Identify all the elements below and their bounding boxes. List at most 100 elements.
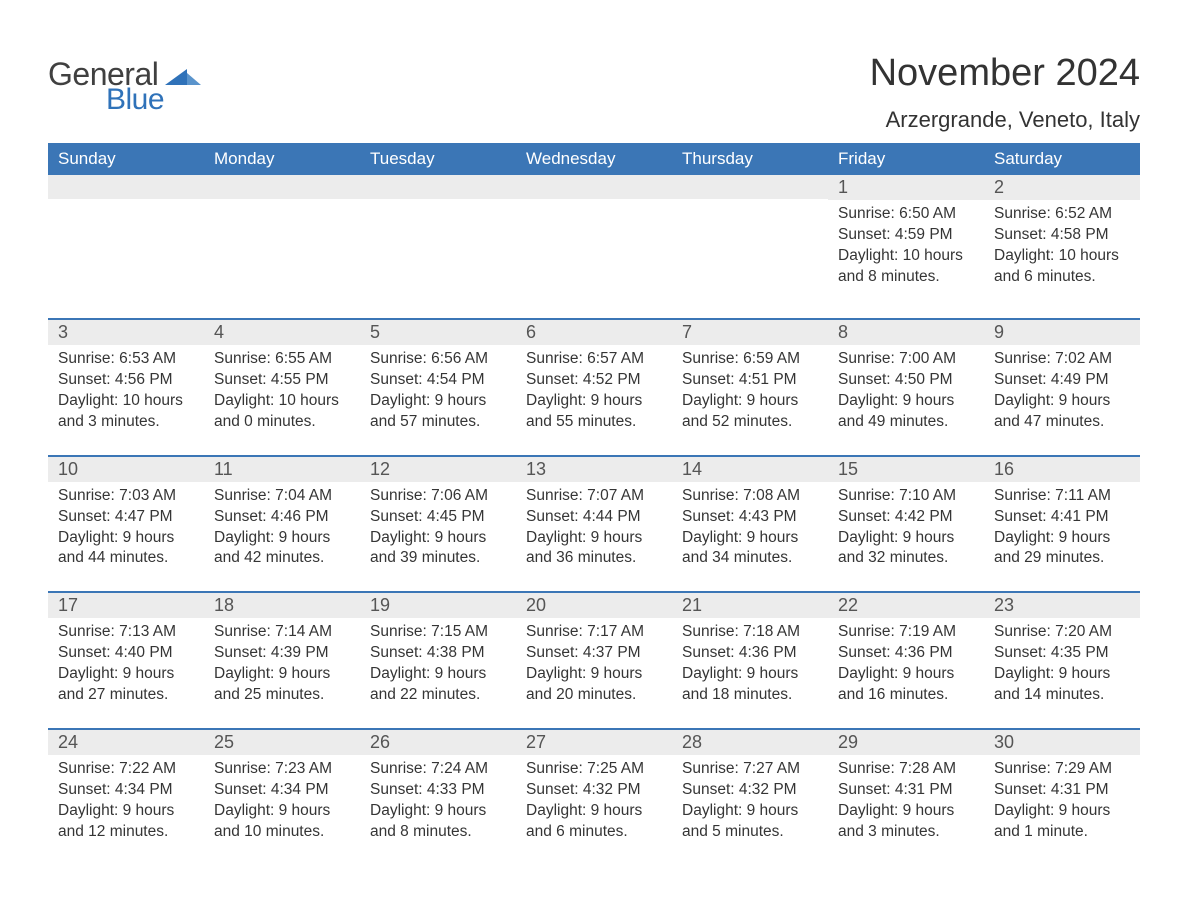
sunset-text: Sunset: 4:47 PM	[58, 507, 194, 528]
day-body: Sunrise: 7:14 AMSunset: 4:39 PMDaylight:…	[204, 618, 360, 710]
day-number	[672, 175, 828, 199]
weekday-sat: Saturday	[984, 143, 1140, 175]
day-number: 14	[672, 457, 828, 482]
week-row: 24Sunrise: 7:22 AMSunset: 4:34 PMDayligh…	[48, 728, 1140, 847]
day-number: 26	[360, 730, 516, 755]
day-body: Sunrise: 7:04 AMSunset: 4:46 PMDaylight:…	[204, 482, 360, 574]
sunset-text: Sunset: 4:31 PM	[994, 780, 1130, 801]
daylight-text: Daylight: 10 hours and 3 minutes.	[58, 391, 194, 433]
day-cell: 23Sunrise: 7:20 AMSunset: 4:35 PMDayligh…	[984, 593, 1140, 710]
sunrise-text: Sunrise: 7:03 AM	[58, 486, 194, 507]
day-cell: 19Sunrise: 7:15 AMSunset: 4:38 PMDayligh…	[360, 593, 516, 710]
day-body: Sunrise: 6:57 AMSunset: 4:52 PMDaylight:…	[516, 345, 672, 437]
daylight-text: Daylight: 9 hours and 25 minutes.	[214, 664, 350, 706]
weekday-sun: Sunday	[48, 143, 204, 175]
day-cell: 29Sunrise: 7:28 AMSunset: 4:31 PMDayligh…	[828, 730, 984, 847]
day-number	[48, 175, 204, 199]
day-number: 16	[984, 457, 1140, 482]
daylight-text: Daylight: 9 hours and 57 minutes.	[370, 391, 506, 433]
sunrise-text: Sunrise: 7:06 AM	[370, 486, 506, 507]
sunrise-text: Sunrise: 7:28 AM	[838, 759, 974, 780]
day-number: 3	[48, 320, 204, 345]
sunrise-text: Sunrise: 7:07 AM	[526, 486, 662, 507]
day-body	[204, 199, 360, 299]
daylight-text: Daylight: 9 hours and 52 minutes.	[682, 391, 818, 433]
daylight-text: Daylight: 9 hours and 55 minutes.	[526, 391, 662, 433]
daylight-text: Daylight: 9 hours and 1 minute.	[994, 801, 1130, 843]
day-body: Sunrise: 7:07 AMSunset: 4:44 PMDaylight:…	[516, 482, 672, 574]
daylight-text: Daylight: 10 hours and 6 minutes.	[994, 246, 1130, 288]
logo-text-block: General Blue	[48, 56, 201, 117]
sunrise-text: Sunrise: 6:50 AM	[838, 204, 974, 225]
day-body: Sunrise: 6:55 AMSunset: 4:55 PMDaylight:…	[204, 345, 360, 437]
day-cell: 2Sunrise: 6:52 AMSunset: 4:58 PMDaylight…	[984, 175, 1140, 300]
day-cell: 5Sunrise: 6:56 AMSunset: 4:54 PMDaylight…	[360, 320, 516, 437]
day-cell: 10Sunrise: 7:03 AMSunset: 4:47 PMDayligh…	[48, 457, 204, 574]
sunset-text: Sunset: 4:33 PM	[370, 780, 506, 801]
day-cell: 22Sunrise: 7:19 AMSunset: 4:36 PMDayligh…	[828, 593, 984, 710]
sunrise-text: Sunrise: 6:57 AM	[526, 349, 662, 370]
sunrise-text: Sunrise: 7:20 AM	[994, 622, 1130, 643]
sunset-text: Sunset: 4:32 PM	[526, 780, 662, 801]
day-number: 22	[828, 593, 984, 618]
day-number	[204, 175, 360, 199]
day-body: Sunrise: 7:02 AMSunset: 4:49 PMDaylight:…	[984, 345, 1140, 437]
sunrise-text: Sunrise: 7:13 AM	[58, 622, 194, 643]
daylight-text: Daylight: 9 hours and 10 minutes.	[214, 801, 350, 843]
day-body: Sunrise: 7:22 AMSunset: 4:34 PMDaylight:…	[48, 755, 204, 847]
day-number	[516, 175, 672, 199]
day-cell: 9Sunrise: 7:02 AMSunset: 4:49 PMDaylight…	[984, 320, 1140, 437]
day-number: 2	[984, 175, 1140, 200]
sunset-text: Sunset: 4:50 PM	[838, 370, 974, 391]
day-body: Sunrise: 7:00 AMSunset: 4:50 PMDaylight:…	[828, 345, 984, 437]
day-cell: 17Sunrise: 7:13 AMSunset: 4:40 PMDayligh…	[48, 593, 204, 710]
weekday-header: Sunday Monday Tuesday Wednesday Thursday…	[48, 143, 1140, 175]
day-number: 21	[672, 593, 828, 618]
day-cell: 1Sunrise: 6:50 AMSunset: 4:59 PMDaylight…	[828, 175, 984, 300]
day-cell: 27Sunrise: 7:25 AMSunset: 4:32 PMDayligh…	[516, 730, 672, 847]
day-cell: 24Sunrise: 7:22 AMSunset: 4:34 PMDayligh…	[48, 730, 204, 847]
calendar: Sunday Monday Tuesday Wednesday Thursday…	[48, 143, 1140, 847]
day-cell: 11Sunrise: 7:04 AMSunset: 4:46 PMDayligh…	[204, 457, 360, 574]
day-body: Sunrise: 7:27 AMSunset: 4:32 PMDaylight:…	[672, 755, 828, 847]
day-body: Sunrise: 6:59 AMSunset: 4:51 PMDaylight:…	[672, 345, 828, 437]
weekday-tue: Tuesday	[360, 143, 516, 175]
day-number: 15	[828, 457, 984, 482]
daylight-text: Daylight: 9 hours and 8 minutes.	[370, 801, 506, 843]
sunset-text: Sunset: 4:42 PM	[838, 507, 974, 528]
daylight-text: Daylight: 9 hours and 20 minutes.	[526, 664, 662, 706]
day-body	[672, 199, 828, 299]
day-cell: 25Sunrise: 7:23 AMSunset: 4:34 PMDayligh…	[204, 730, 360, 847]
sunset-text: Sunset: 4:40 PM	[58, 643, 194, 664]
daylight-text: Daylight: 9 hours and 32 minutes.	[838, 528, 974, 570]
sunset-text: Sunset: 4:52 PM	[526, 370, 662, 391]
day-cell: 26 Sunrise: 7:24 AMSunset: 4:33 PMDayligh…	[360, 730, 516, 847]
day-body: Sunrise: 6:56 AMSunset: 4:54 PMDaylight:…	[360, 345, 516, 437]
day-number: 24	[48, 730, 204, 755]
sunrise-text: Sunrise: 7:11 AM	[994, 486, 1130, 507]
sunset-text: Sunset: 4:41 PM	[994, 507, 1130, 528]
day-number: 4	[204, 320, 360, 345]
weekday-mon: Monday	[204, 143, 360, 175]
sunset-text: Sunset: 4:37 PM	[526, 643, 662, 664]
day-cell: 6Sunrise: 6:57 AMSunset: 4:52 PMDaylight…	[516, 320, 672, 437]
day-body: Sunrise: 7:23 AMSunset: 4:34 PMDaylight:…	[204, 755, 360, 847]
day-cell: 28Sunrise: 7:27 AMSunset: 4:32 PMDayligh…	[672, 730, 828, 847]
day-number: 23	[984, 593, 1140, 618]
sunrise-text: Sunrise: 6:52 AM	[994, 204, 1130, 225]
day-body: Sunrise: 7:13 AMSunset: 4:40 PMDaylight:…	[48, 618, 204, 710]
day-cell	[516, 175, 672, 300]
sunset-text: Sunset: 4:31 PM	[838, 780, 974, 801]
day-cell: 7Sunrise: 6:59 AMSunset: 4:51 PMDaylight…	[672, 320, 828, 437]
day-number: 20	[516, 593, 672, 618]
sunrise-text: Sunrise: 7:25 AM	[526, 759, 662, 780]
sunrise-text: Sunrise: 7:24 AM	[370, 759, 506, 780]
day-body: Sunrise: 7:11 AMSunset: 4:41 PMDaylight:…	[984, 482, 1140, 574]
day-number	[360, 175, 516, 199]
logo: General Blue	[48, 56, 201, 117]
sunset-text: Sunset: 4:36 PM	[682, 643, 818, 664]
sunset-text: Sunset: 4:49 PM	[994, 370, 1130, 391]
day-cell: 21Sunrise: 7:18 AMSunset: 4:36 PMDayligh…	[672, 593, 828, 710]
sunset-text: Sunset: 4:59 PM	[838, 225, 974, 246]
daylight-text: Daylight: 9 hours and 5 minutes.	[682, 801, 818, 843]
